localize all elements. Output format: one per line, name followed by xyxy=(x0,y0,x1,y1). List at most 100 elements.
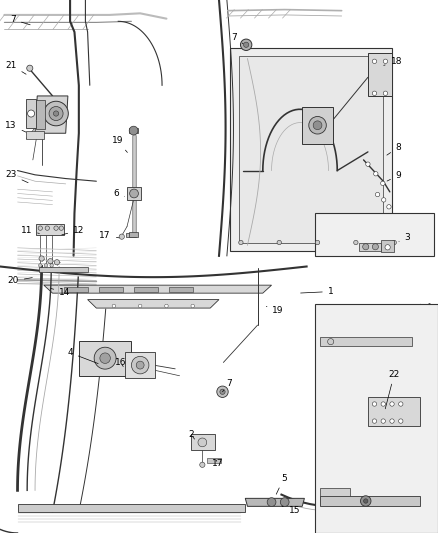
Polygon shape xyxy=(134,287,158,292)
Text: 11: 11 xyxy=(21,226,39,235)
Text: 6: 6 xyxy=(113,189,124,198)
Text: 12: 12 xyxy=(62,226,85,235)
Circle shape xyxy=(383,59,388,63)
Circle shape xyxy=(353,240,358,245)
Circle shape xyxy=(240,39,252,51)
Circle shape xyxy=(217,386,228,398)
Circle shape xyxy=(100,353,110,364)
Circle shape xyxy=(375,192,380,197)
Text: 21: 21 xyxy=(5,61,26,74)
Text: 8: 8 xyxy=(387,143,402,155)
Circle shape xyxy=(165,304,168,308)
Text: 22: 22 xyxy=(385,370,400,409)
Circle shape xyxy=(399,419,403,423)
Circle shape xyxy=(131,357,149,374)
Polygon shape xyxy=(368,53,392,96)
Circle shape xyxy=(277,240,281,245)
Circle shape xyxy=(220,389,225,394)
Polygon shape xyxy=(210,0,438,256)
Text: 23: 23 xyxy=(5,171,28,183)
Circle shape xyxy=(53,111,59,116)
Circle shape xyxy=(39,256,44,261)
Circle shape xyxy=(309,117,326,134)
Polygon shape xyxy=(129,232,138,237)
Polygon shape xyxy=(381,240,394,252)
Circle shape xyxy=(383,91,388,95)
Text: 18: 18 xyxy=(384,58,402,66)
Polygon shape xyxy=(39,266,88,272)
Circle shape xyxy=(385,245,390,250)
Circle shape xyxy=(381,419,385,423)
Circle shape xyxy=(267,498,276,506)
Circle shape xyxy=(112,304,116,308)
Polygon shape xyxy=(230,48,392,251)
Polygon shape xyxy=(18,504,245,512)
Circle shape xyxy=(129,126,138,135)
Circle shape xyxy=(50,264,53,267)
Polygon shape xyxy=(88,300,219,308)
Circle shape xyxy=(364,499,368,503)
Circle shape xyxy=(119,234,124,239)
Polygon shape xyxy=(0,266,311,533)
Circle shape xyxy=(48,259,53,264)
Polygon shape xyxy=(169,287,193,292)
Polygon shape xyxy=(26,99,36,128)
Polygon shape xyxy=(126,233,136,237)
Circle shape xyxy=(59,226,64,230)
Circle shape xyxy=(372,402,377,406)
Text: 13: 13 xyxy=(5,121,26,132)
Polygon shape xyxy=(44,285,272,293)
Circle shape xyxy=(372,244,378,250)
Text: 16: 16 xyxy=(115,358,126,367)
Polygon shape xyxy=(320,496,420,506)
Circle shape xyxy=(374,172,378,176)
Text: 5: 5 xyxy=(276,474,287,494)
Circle shape xyxy=(191,304,194,308)
Circle shape xyxy=(399,402,403,406)
Circle shape xyxy=(136,361,144,369)
Text: 7: 7 xyxy=(10,15,30,25)
Polygon shape xyxy=(64,287,88,292)
Text: 2: 2 xyxy=(188,430,194,439)
Circle shape xyxy=(313,121,322,130)
Circle shape xyxy=(390,402,394,406)
Circle shape xyxy=(372,59,377,63)
Circle shape xyxy=(54,260,60,265)
Polygon shape xyxy=(315,304,438,533)
Circle shape xyxy=(49,107,63,120)
Circle shape xyxy=(28,110,35,117)
Circle shape xyxy=(39,264,42,267)
Circle shape xyxy=(381,181,385,185)
Circle shape xyxy=(45,226,49,230)
Text: 3: 3 xyxy=(399,233,410,242)
Polygon shape xyxy=(320,488,350,496)
Text: 17: 17 xyxy=(212,459,224,468)
Text: 19: 19 xyxy=(112,136,127,152)
Text: 20: 20 xyxy=(7,277,32,285)
Text: 14: 14 xyxy=(51,288,71,296)
Text: 9: 9 xyxy=(387,171,402,181)
Text: 7: 7 xyxy=(223,379,233,392)
Circle shape xyxy=(360,496,371,506)
Circle shape xyxy=(372,419,377,423)
Circle shape xyxy=(44,264,48,267)
Circle shape xyxy=(372,91,377,95)
Circle shape xyxy=(239,240,243,245)
Polygon shape xyxy=(129,128,138,133)
Polygon shape xyxy=(207,458,221,463)
Circle shape xyxy=(363,244,369,250)
Circle shape xyxy=(54,226,58,230)
Text: 17: 17 xyxy=(99,231,119,240)
Text: 7: 7 xyxy=(231,33,243,44)
Polygon shape xyxy=(99,287,123,292)
Polygon shape xyxy=(320,337,412,346)
Circle shape xyxy=(138,304,142,308)
Circle shape xyxy=(381,402,385,406)
Circle shape xyxy=(315,240,320,245)
Circle shape xyxy=(27,65,33,71)
Polygon shape xyxy=(359,243,381,251)
Circle shape xyxy=(366,162,370,166)
Polygon shape xyxy=(302,107,333,144)
Polygon shape xyxy=(0,0,206,256)
Circle shape xyxy=(44,101,68,126)
